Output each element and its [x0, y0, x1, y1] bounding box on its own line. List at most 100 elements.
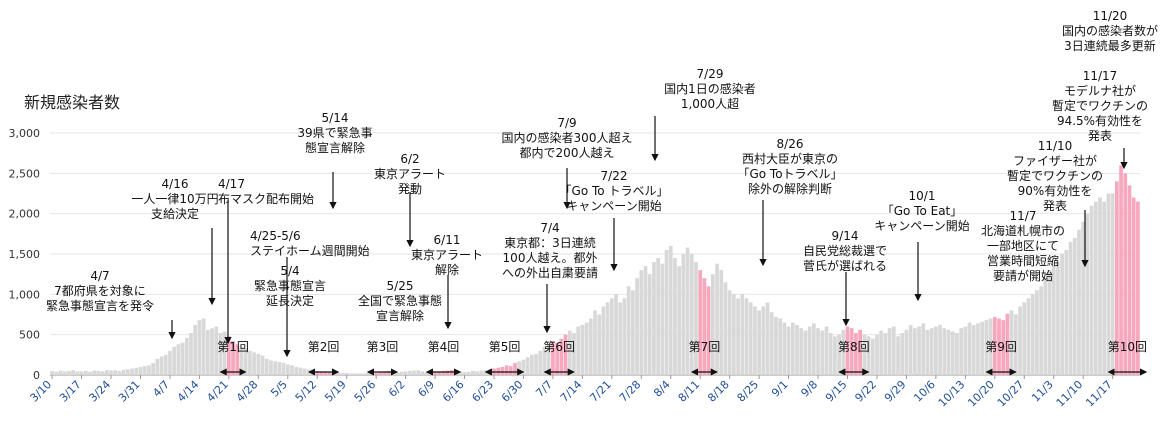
bar	[677, 266, 682, 375]
annotation-text: 緊急事態宣言	[254, 278, 326, 293]
bar	[193, 324, 198, 375]
x-tick-label: 11/17	[1083, 378, 1115, 410]
annotation-date: 4/16	[162, 177, 189, 191]
bar	[197, 320, 202, 375]
x-tick-label: 5/26	[352, 378, 379, 405]
y-tick-label: 0	[33, 369, 40, 382]
annotation-text: 全国で緊急事態	[358, 293, 442, 308]
bar	[104, 370, 109, 375]
bar	[778, 318, 783, 375]
annotations: 4/77都府県を対象に緊急事態宣言を発令4/16一人一律10万円支給決定4/17…	[46, 9, 1158, 358]
bar	[290, 365, 294, 375]
bar	[635, 278, 639, 375]
bar	[298, 367, 303, 375]
bar	[664, 249, 669, 375]
bar	[976, 323, 980, 375]
bar	[559, 338, 564, 375]
bar	[938, 324, 942, 375]
x-tick-label: 9/22	[852, 378, 879, 405]
y-ticks: 0 500 1,000 1,500 2,000 2,500 3,000	[9, 127, 41, 382]
bar	[1077, 229, 1081, 375]
bars	[50, 165, 1140, 375]
bar	[816, 328, 820, 375]
x-tick-label: 5/12	[293, 378, 320, 405]
annotation-text: 要請が開始	[993, 268, 1053, 283]
bar	[357, 373, 362, 375]
bar	[180, 342, 185, 375]
round-label: 第2回	[308, 340, 340, 354]
bar	[572, 333, 576, 375]
annotation-date: 9/14	[832, 229, 859, 243]
bar	[757, 310, 761, 375]
bar	[820, 330, 825, 375]
bar	[214, 326, 219, 375]
x-tick-label: 7/28	[617, 378, 644, 405]
bar	[946, 329, 951, 375]
annotation-date: 6/11	[434, 233, 461, 247]
bar	[176, 344, 181, 375]
annotation-date: 5/25	[387, 279, 414, 293]
y-tick-label: 3,000	[9, 127, 41, 140]
x-tick-label: 8/25	[735, 378, 762, 405]
x-tick-label: 8/11	[676, 378, 703, 405]
annotation-text: 宣言解除	[376, 308, 424, 323]
x-axis: 3/10 3/17 3/24 3/31 4/7 4/14 4/21 4/28 5/5 5/12 5/…	[28, 375, 1115, 410]
bar	[719, 270, 724, 375]
x-tick-label: 10/20	[965, 378, 997, 410]
annotation-date: 11/17	[1083, 69, 1118, 83]
bar	[302, 368, 307, 375]
bar	[967, 322, 972, 375]
round-label: 第5回	[489, 340, 521, 354]
annotation-text: 3日連続最多更新	[1064, 38, 1156, 53]
bar	[769, 312, 774, 375]
bar	[349, 373, 353, 375]
x-tick-label: 9/29	[882, 378, 909, 405]
bar	[54, 371, 59, 375]
bar	[353, 373, 357, 375]
bar	[1047, 270, 1052, 375]
bar	[126, 369, 130, 375]
bar	[378, 372, 383, 375]
bar	[753, 306, 757, 375]
bar	[934, 326, 938, 375]
bar	[462, 372, 467, 375]
bar	[609, 298, 614, 375]
x-tick-label: 6/16	[440, 378, 467, 405]
bar	[849, 328, 854, 375]
bar	[62, 371, 67, 375]
y-tick-label: 1,000	[9, 288, 41, 301]
bar	[656, 258, 660, 375]
annotation-text: 都内で200人越え	[520, 146, 615, 160]
bar	[222, 331, 227, 375]
bar	[1068, 241, 1073, 375]
round-label: 第1回	[217, 340, 249, 354]
bar	[1136, 201, 1140, 375]
bar	[269, 360, 273, 375]
annotation-text: 延長決定	[266, 293, 314, 308]
annotation-text: 北海道札幌市の	[981, 223, 1065, 238]
bar	[370, 373, 374, 375]
bar	[117, 370, 122, 375]
round-label: 第3回	[367, 340, 399, 354]
bar	[534, 354, 538, 375]
bar	[407, 370, 412, 375]
bar	[1001, 320, 1006, 375]
bar	[921, 323, 926, 375]
x-tick-label: 3/10	[28, 378, 55, 405]
bar	[1026, 298, 1031, 375]
bar	[727, 290, 732, 375]
annotation-text: 支給決定	[151, 206, 199, 221]
bar	[395, 372, 400, 375]
bar	[227, 336, 231, 375]
annotation-text: 「Go Toトラベル」	[737, 167, 842, 181]
bar	[151, 362, 155, 375]
bar	[555, 342, 559, 375]
bar	[134, 367, 139, 375]
round-label: 第10回	[1108, 340, 1147, 354]
bar	[761, 306, 766, 375]
bar	[1081, 221, 1086, 375]
